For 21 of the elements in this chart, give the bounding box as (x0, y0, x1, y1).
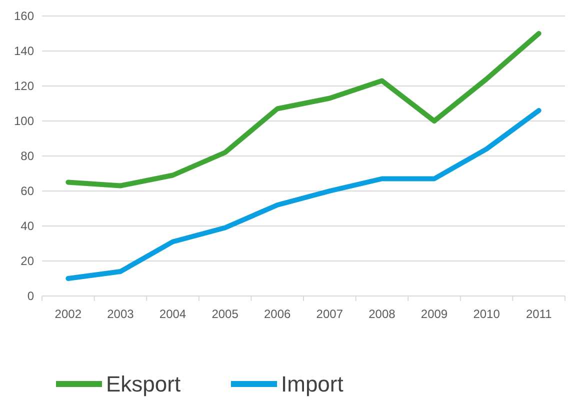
y-tick-label: 60 (20, 184, 34, 198)
x-tick-label: 2003 (107, 307, 134, 321)
y-tick-label: 120 (14, 79, 34, 94)
y-tick-label: 20 (20, 254, 34, 268)
x-tick-label: 2006 (264, 307, 292, 321)
x-tick-label: 2002 (54, 307, 82, 321)
y-tick-label: 40 (20, 219, 34, 234)
legend-label: Import (281, 372, 344, 397)
x-tick-label: 2011 (526, 307, 552, 321)
x-tick-label: 2008 (368, 307, 396, 321)
x-tick-label: 2004 (159, 307, 186, 321)
y-tick-label: 160 (14, 9, 34, 24)
y-tick-label: 80 (20, 149, 34, 164)
x-tick-label: 2007 (316, 307, 344, 321)
legend-label: Eksport (106, 372, 181, 397)
x-tick-label: 2005 (212, 307, 239, 321)
y-tick-label: 0 (27, 289, 34, 304)
y-tick-label: 100 (14, 114, 34, 128)
y-tick-label: 140 (14, 44, 34, 58)
x-tick-label: 2009 (420, 307, 448, 321)
x-tick-label: 2010 (473, 307, 500, 321)
